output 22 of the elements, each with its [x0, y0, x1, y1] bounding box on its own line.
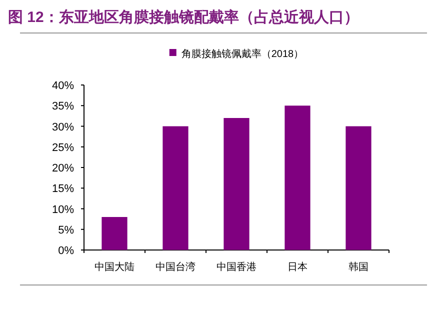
y-tick-label: 20%: [52, 162, 74, 174]
y-tick-label: 10%: [52, 204, 74, 216]
x-tick-label: 韩国: [348, 261, 368, 273]
y-tick-label: 40%: [52, 80, 74, 92]
x-tick-label: 日本: [288, 261, 308, 273]
bar: [162, 126, 188, 250]
y-tick-label: 30%: [52, 121, 74, 134]
x-tick-label: 中国台湾: [156, 261, 196, 273]
y-tick-label: 25%: [52, 142, 74, 154]
bar: [102, 217, 128, 250]
x-tick-label: 中国香港: [216, 261, 256, 273]
bar: [284, 106, 310, 250]
chart-title: 图 12：东亚地区角膜接触镜配戴率（占总近视人口）: [8, 8, 359, 26]
legend: 角膜接触镜佩戴率（2018）: [169, 49, 304, 60]
bar: [224, 118, 250, 250]
bar: [346, 126, 372, 250]
y-tick-label: 35%: [52, 100, 74, 113]
y-tick-label: 5%: [58, 224, 74, 236]
x-tick-label: 中国大陆: [94, 261, 134, 273]
legend-label: 角膜接触镜佩戴率（2018）: [181, 48, 304, 60]
y-tick-label: 15%: [52, 183, 74, 196]
y-tick-label: 0%: [58, 245, 74, 257]
